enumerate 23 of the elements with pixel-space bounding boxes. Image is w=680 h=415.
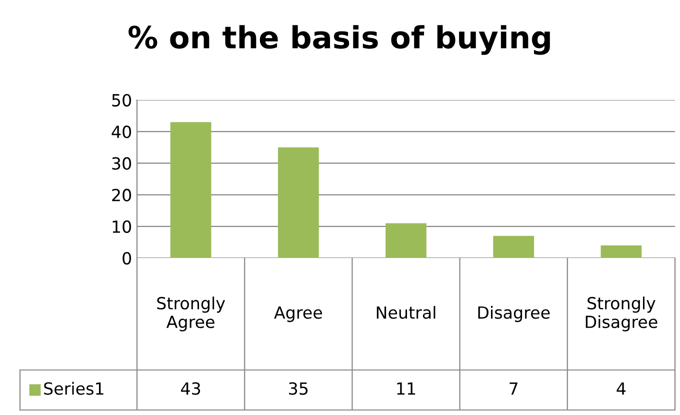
bar — [386, 223, 426, 258]
bar — [600, 245, 642, 258]
x-tick-label: Strongly Disagree — [586, 296, 658, 332]
data-label: 7 — [510, 382, 518, 395]
bar — [278, 147, 319, 258]
y-tick-label: 0 — [122, 252, 132, 265]
y-tick-label: 50 — [112, 94, 132, 107]
chart-title: % on the basis of buying — [128, 25, 550, 55]
y-tick-label: 40 — [112, 126, 132, 138]
x-tick-label: Agree — [274, 306, 322, 322]
legend-label: Series1 — [44, 382, 104, 395]
data-label: 35 — [289, 382, 308, 395]
y-tick-label: 30 — [112, 157, 132, 170]
y-tick-label: 20 — [112, 188, 132, 202]
x-tick-label: Neutral — [376, 306, 436, 319]
data-label: 43 — [181, 382, 200, 395]
y-tick-label: 10 — [112, 220, 132, 233]
bar — [170, 122, 212, 258]
bar — [493, 236, 534, 258]
data-label: 11 — [397, 382, 416, 395]
x-tick-label: Disagree — [478, 306, 550, 322]
data-label: 4 — [616, 382, 626, 395]
x-tick-label: Strongly Agree — [157, 296, 226, 332]
